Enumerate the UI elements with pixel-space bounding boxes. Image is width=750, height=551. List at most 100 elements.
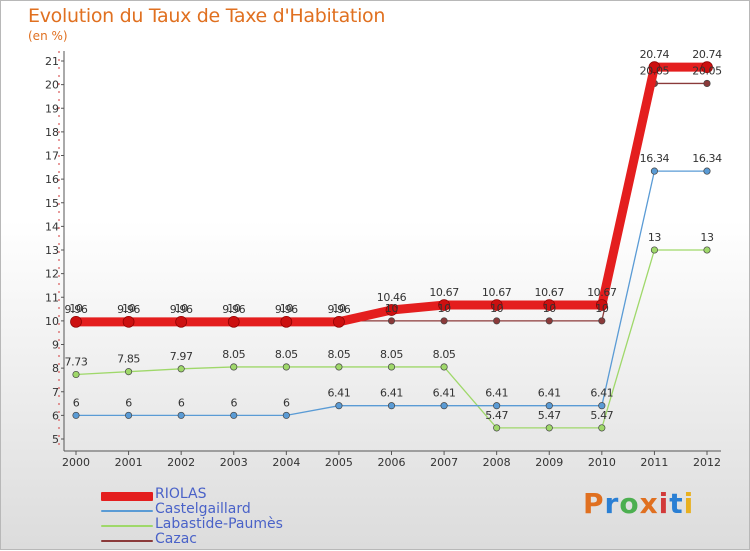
data-point	[282, 411, 290, 419]
data-point	[545, 317, 553, 325]
logo-letter: t	[669, 487, 684, 520]
legend-swatch	[101, 510, 153, 512]
data-point	[703, 167, 711, 175]
data-label: 16.34	[640, 152, 670, 165]
data-label: 10.46	[377, 291, 407, 304]
logo-letter: i	[683, 487, 695, 520]
legend-label: Labastide-Paumès	[155, 516, 283, 532]
data-label: 10.67	[535, 286, 565, 299]
x-tick-label: 2004	[272, 456, 300, 469]
x-tick-label: 2009	[535, 456, 563, 469]
data-point	[72, 370, 80, 379]
data-label: 20.05	[692, 64, 722, 77]
data-point	[335, 363, 343, 371]
data-label: 10	[332, 302, 346, 315]
x-tick-label: 2001	[115, 456, 143, 469]
data-label: 6	[73, 396, 80, 409]
data-label: 10.67	[482, 286, 512, 299]
data-point	[282, 363, 290, 371]
y-tick-label: 16	[45, 173, 59, 186]
y-tick-label: 21	[45, 55, 59, 68]
data-label: 10	[490, 302, 504, 315]
data-label: 6.41	[538, 387, 561, 400]
legend-label: Cazac	[155, 531, 197, 547]
x-tick-label: 2007	[430, 456, 458, 469]
data-label: 9.96	[170, 303, 193, 316]
data-label: 10	[122, 302, 136, 315]
data-label: 6	[230, 396, 237, 409]
data-label: 10	[385, 302, 399, 315]
data-label: 5.47	[590, 409, 613, 422]
x-tick-label: 2012	[693, 456, 721, 469]
x-tick-label: 2002	[167, 456, 195, 469]
data-point	[703, 246, 711, 254]
x-tick-label: 2008	[483, 456, 511, 469]
chart-title: Evolution du Taux de Taxe d'Habitation	[28, 5, 386, 27]
x-tick-label: 2011	[640, 456, 668, 469]
data-point	[440, 363, 448, 371]
data-label: 7.97	[170, 350, 193, 363]
data-label: 10	[69, 302, 83, 315]
data-point	[175, 315, 188, 328]
x-tick-label: 2006	[378, 456, 406, 469]
data-point	[493, 402, 501, 410]
data-label: 7.85	[117, 353, 140, 366]
data-point	[648, 61, 661, 73]
data-point	[333, 315, 345, 328]
data-point	[227, 315, 240, 328]
data-point	[438, 299, 450, 311]
x-tick-label: 2010	[588, 456, 616, 469]
logo-letter: r	[604, 487, 620, 520]
y-tick-label: 7	[52, 386, 59, 399]
y-tick-label: 14	[45, 220, 59, 233]
data-label: 6.41	[327, 387, 350, 400]
data-point	[70, 315, 82, 328]
legend-label: RIOLAS	[155, 486, 207, 502]
data-label: 8.05	[275, 348, 298, 361]
data-point	[387, 402, 396, 410]
data-label: 13	[648, 231, 662, 244]
data-label: 9.96	[275, 303, 298, 316]
data-point	[598, 424, 606, 432]
y-unit-label: (en %)	[28, 29, 68, 43]
data-label: 20.74	[692, 48, 722, 61]
data-label: 20.74	[640, 48, 670, 61]
logo-letter: o	[619, 487, 640, 520]
data-label: 10	[280, 302, 294, 315]
data-point	[230, 363, 238, 371]
data-point	[335, 402, 343, 410]
logo-letter: P	[583, 487, 605, 520]
data-label: 20.05	[640, 64, 670, 77]
y-tick-label: 6	[52, 409, 59, 422]
data-point	[598, 402, 606, 410]
y-tick-label: 18	[45, 126, 59, 139]
data-label: 9.96	[222, 303, 245, 316]
data-label: 8.05	[222, 348, 245, 361]
data-point	[280, 315, 293, 328]
legend-swatch	[101, 540, 153, 542]
y-tick-label: 19	[45, 102, 59, 115]
proxiti-logo: Proxiti	[583, 487, 694, 520]
data-point	[490, 299, 503, 311]
data-label: 10	[227, 302, 241, 315]
data-point	[125, 411, 133, 419]
legend-label: Castelgaillard	[155, 501, 251, 517]
data-point	[595, 299, 608, 311]
data-label: 9.96	[117, 303, 140, 316]
data-point	[72, 411, 80, 419]
data-point	[493, 424, 501, 432]
y-tick-label: 8	[52, 362, 59, 375]
data-label: 6.41	[590, 387, 613, 400]
series-line	[71, 62, 712, 327]
y-tick-label: 5	[52, 433, 59, 446]
data-point	[177, 411, 185, 419]
data-label: 16.34	[692, 152, 722, 165]
data-point	[545, 402, 553, 410]
data-label: 6.41	[380, 387, 403, 400]
data-label: 6	[178, 396, 185, 409]
data-point	[125, 368, 133, 376]
data-point	[387, 317, 396, 325]
data-point	[703, 79, 711, 87]
